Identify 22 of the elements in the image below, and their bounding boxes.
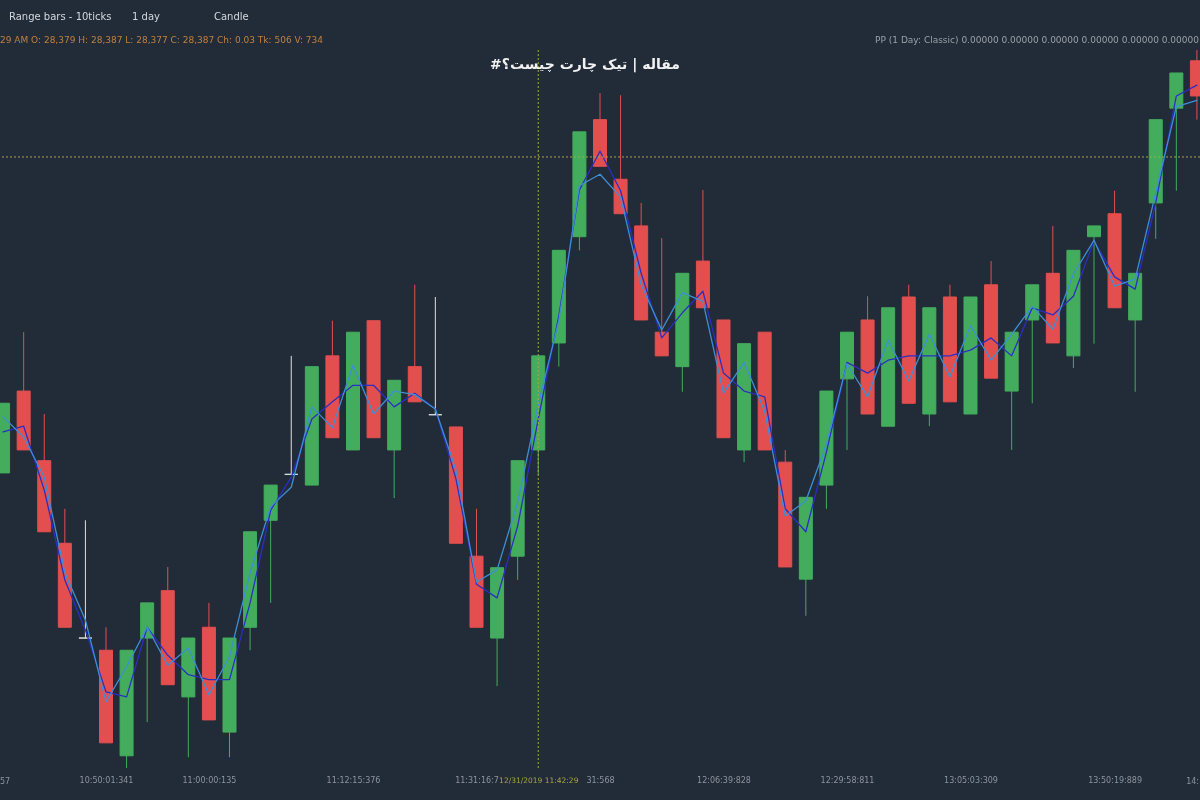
x-tick-label: 11:00:00:135	[182, 775, 237, 785]
candlestick	[654, 237, 669, 357]
x-tick-label: 13:50:19:889	[1088, 775, 1143, 785]
candlestick	[428, 296, 443, 416]
x-tick-label: 10:50:01:341	[79, 775, 134, 785]
text: 1 day	[132, 11, 161, 22]
text: 14:	[1186, 777, 1199, 786]
text: 57	[0, 777, 11, 786]
text: PP (1 Day: Classic) 0.00000 0.00000 0.00000 0.00000 0.00000 0.00000	[875, 35, 1200, 45]
text: Range bars - 10ticks	[9, 11, 112, 22]
text: 29 AM O: 28,379 H: 28,387 L: 28,377 C: 28,387 Ch: 0.03 Tk: 506 V: 734	[0, 35, 324, 45]
candlestick	[78, 519, 93, 639]
x-tick-label: 12:06:39:828	[697, 775, 751, 785]
x-tick-label: 13:05:03:309	[944, 775, 998, 785]
x-tick-label: 31:568	[586, 775, 615, 785]
text: Candle	[214, 11, 249, 22]
x-tick-label: 12:29:58:811	[820, 775, 875, 785]
candlestick	[1087, 225, 1101, 345]
x-tick-label: 11:12:15:376	[326, 775, 381, 785]
x-tick-label: 11:31:16:7	[455, 775, 499, 785]
chart-title: #مقاله | تیک چارت چیست؟	[490, 56, 680, 73]
candlestick	[284, 355, 299, 475]
